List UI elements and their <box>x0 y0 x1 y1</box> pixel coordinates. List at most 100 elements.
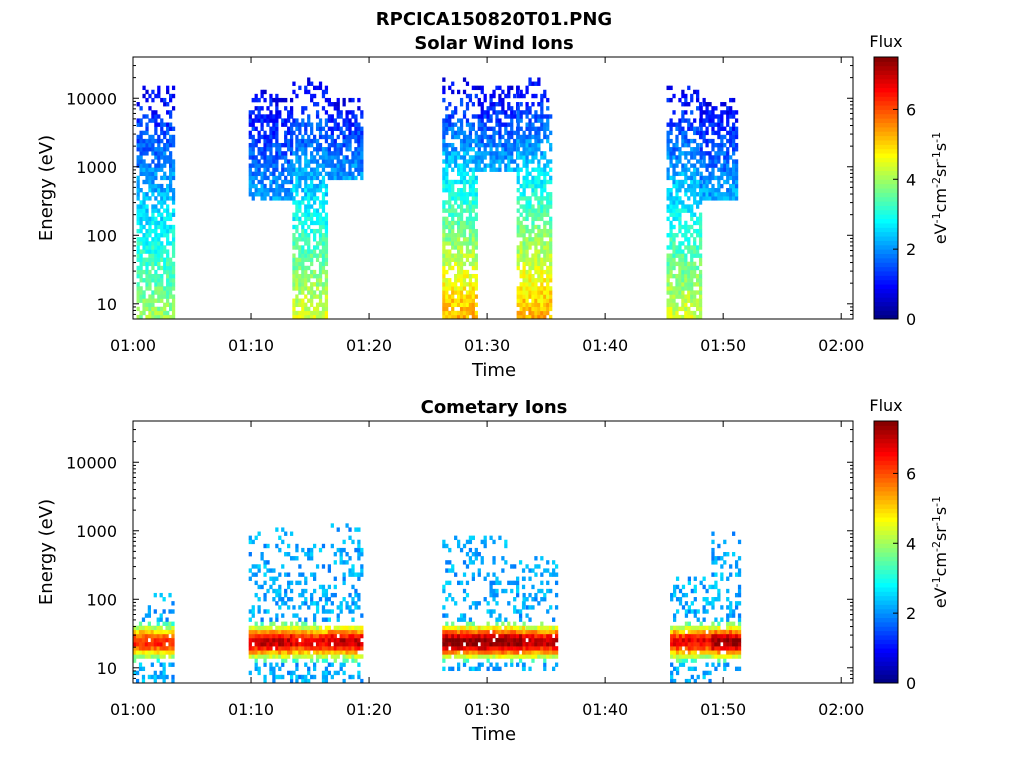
heatmap-cell <box>681 629 686 635</box>
heatmap-cell <box>537 654 541 659</box>
heatmap-cell <box>519 93 523 99</box>
heatmap-cell <box>348 592 352 598</box>
heatmap-cell <box>169 273 173 279</box>
heatmap-cell <box>519 102 523 107</box>
heatmap-cell <box>468 535 473 541</box>
heatmap-cell <box>666 216 670 222</box>
heatmap-cell <box>169 175 173 181</box>
heatmap-cell <box>528 642 532 647</box>
heatmap-cell <box>266 633 270 639</box>
heatmap-cell <box>269 102 273 107</box>
heatmap-cell <box>465 580 470 586</box>
heatmap-cell <box>522 654 526 659</box>
heatmap-cell <box>278 654 282 659</box>
heatmap-cell <box>157 93 161 99</box>
heatmap-cell <box>313 650 317 655</box>
heatmap-cell <box>696 646 700 651</box>
heatmap-cell <box>675 147 679 152</box>
heatmap-cell <box>477 138 481 144</box>
heatmap-cell <box>260 642 264 647</box>
heatmap-cell <box>681 200 685 205</box>
heatmap-cell <box>151 183 155 189</box>
heatmap-cell <box>154 224 158 230</box>
heatmap-cell <box>696 106 700 111</box>
heatmap-cell <box>474 601 478 606</box>
heatmap-cell <box>696 171 700 177</box>
heatmap-cell <box>318 642 323 647</box>
heatmap-cell <box>531 306 535 312</box>
heatmap-cell <box>468 646 473 651</box>
heatmap-cell <box>260 629 264 635</box>
heatmap-cell <box>678 188 682 193</box>
heatmap-cell <box>519 151 523 156</box>
heatmap-cell <box>165 625 169 631</box>
heatmap-cell <box>148 257 152 262</box>
heatmap-cell <box>480 138 484 144</box>
heatmap-cell <box>318 294 323 299</box>
heatmap-cell <box>330 118 334 123</box>
heatmap-cell <box>543 188 547 193</box>
heatmap-cell <box>451 81 455 86</box>
heatmap-cell <box>690 257 694 262</box>
heatmap-cell <box>148 175 152 181</box>
heatmap-cell <box>260 175 264 181</box>
heatmap-cell <box>348 556 352 561</box>
heatmap-cell <box>263 662 267 667</box>
heatmap-cell <box>477 147 481 152</box>
heatmap-cell <box>301 310 305 316</box>
heatmap-cell <box>495 114 499 119</box>
heatmap-cell <box>521 584 526 590</box>
heatmap-cell <box>457 241 461 246</box>
heatmap-cell <box>454 654 458 659</box>
heatmap-cell <box>672 310 676 316</box>
heatmap-cell <box>666 204 670 209</box>
heatmap-cell <box>537 253 541 258</box>
heatmap-cell <box>263 543 267 549</box>
heatmap-cell <box>678 654 683 659</box>
heatmap-cell <box>522 273 526 279</box>
heatmap-cell <box>454 253 458 258</box>
heatmap-cell <box>702 597 706 602</box>
heatmap-cell <box>459 613 464 618</box>
heatmap-cell <box>153 642 157 647</box>
heatmap-cell <box>289 151 294 156</box>
heatmap-cell <box>292 212 296 217</box>
heatmap-cell <box>673 666 677 672</box>
heatmap-cell <box>521 625 526 631</box>
heatmap-cell <box>351 151 355 156</box>
heatmap-cell <box>681 233 685 238</box>
heatmap-cell <box>465 564 470 569</box>
heatmap-cell <box>156 642 160 647</box>
heatmap-cell <box>459 273 464 279</box>
heatmap-cell <box>681 265 685 271</box>
heatmap-cell <box>139 122 143 127</box>
heatmap-cell <box>157 183 161 189</box>
heatmap-cell <box>154 93 158 99</box>
heatmap-cell <box>342 637 346 643</box>
heatmap-cell <box>163 200 167 205</box>
heatmap-cell <box>717 134 721 140</box>
heatmap-cell <box>734 134 739 140</box>
heatmap-cell <box>528 294 532 299</box>
heatmap-cell <box>540 183 544 189</box>
heatmap-cell <box>477 568 481 573</box>
heatmap-cell <box>543 204 547 209</box>
heatmap-cell <box>159 662 163 667</box>
heatmap-cell <box>139 298 143 303</box>
heatmap-cell <box>543 637 547 643</box>
heatmap-cell <box>171 159 176 164</box>
heatmap-cell <box>269 584 273 590</box>
heatmap-cell <box>672 167 676 172</box>
heatmap-cell <box>304 310 308 316</box>
heatmap-cell <box>540 97 544 103</box>
heatmap-cell <box>471 192 475 197</box>
heatmap-cell <box>151 147 155 152</box>
heatmap-cell <box>324 220 329 226</box>
heatmap-cell <box>139 163 143 168</box>
heatmap-cell <box>348 138 352 144</box>
heatmap-cell <box>445 257 449 262</box>
heatmap-cell <box>687 625 691 631</box>
heatmap-cell <box>528 629 532 635</box>
heatmap-cell <box>289 646 294 651</box>
heatmap-cell <box>525 605 529 610</box>
